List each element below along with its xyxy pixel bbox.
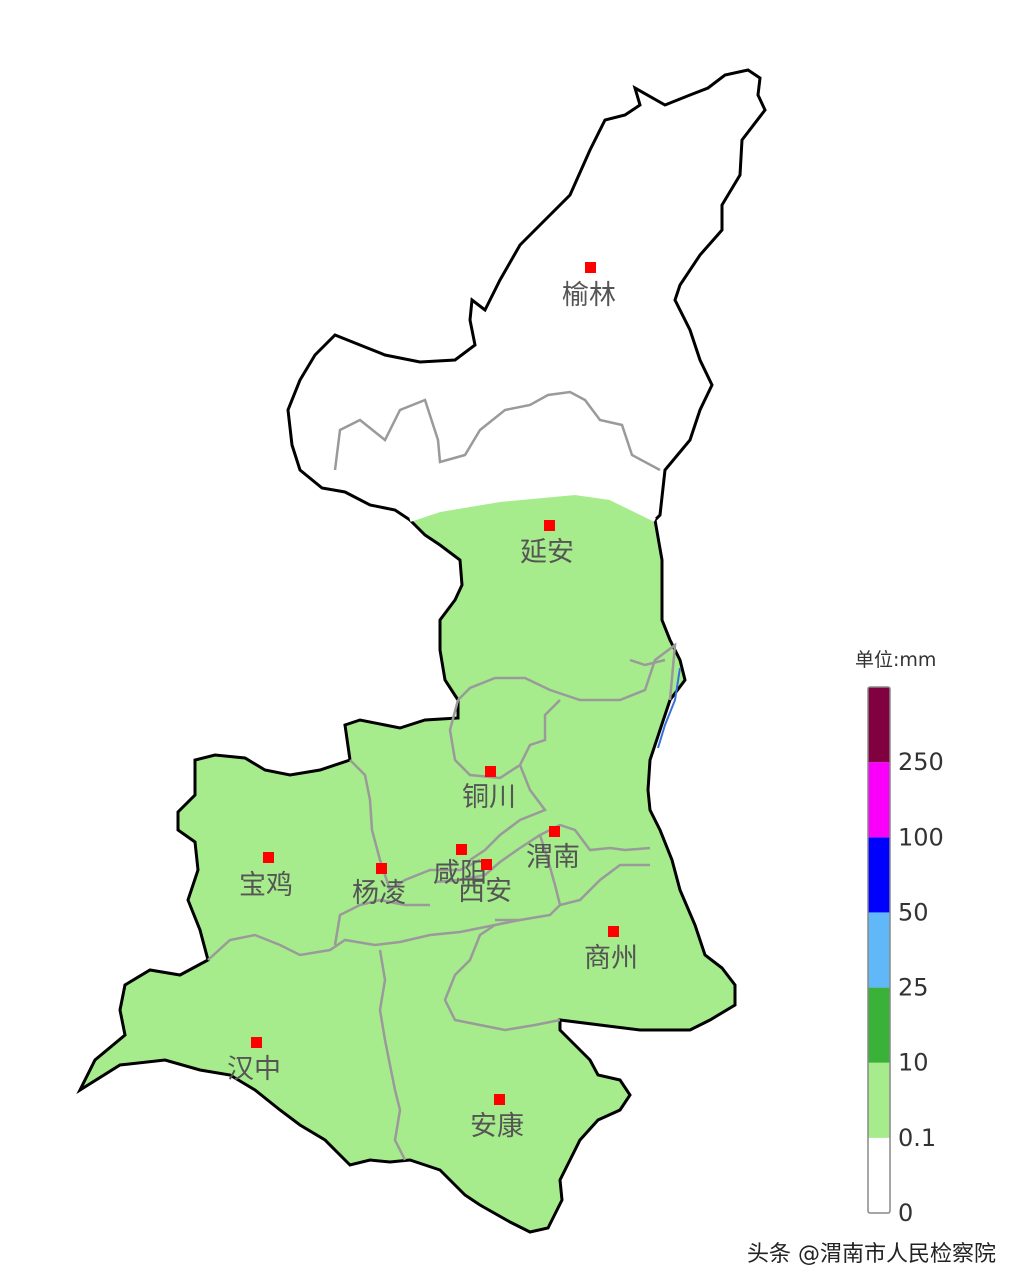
legend-swatch [868,912,890,988]
city-label: 咸阳 [433,858,487,889]
province-north-region [286,68,767,522]
legend-swatch [868,1062,890,1138]
rain-area-edge [409,490,656,522]
city-marker [585,262,596,273]
city-yulin: 榆林 [562,262,616,311]
legend-swatch [868,987,890,1063]
legend-tick-label: 100 [898,823,944,851]
river-line [657,667,681,749]
city-label: 榆林 [562,280,616,311]
city-label: 西安 [458,876,512,907]
legend: 单位:mm 0 0.1 10 25 50 100 250 [855,649,944,1227]
city-weinan: 渭南 [526,826,580,873]
city-xianyang: 咸阳 [433,844,487,889]
legend-tick-label: 0.1 [898,1124,936,1152]
city-marker [608,926,619,937]
district-boundaries [207,390,677,1161]
city-label: 宝鸡 [239,870,293,901]
legend-swatch [868,687,890,763]
city-yangling: 杨凌 [352,863,406,909]
city-marker [549,826,560,837]
legend-swatch [868,762,890,838]
legend-tick-label: 10 [898,1049,929,1077]
city-label: 杨凌 [352,878,406,909]
city-xian: 西安 [458,859,512,907]
city-ankang: 安康 [470,1094,524,1142]
city-label: 商州 [584,943,638,974]
city-label: 铜川 [462,782,516,813]
legend-colorbar [867,686,891,1214]
city-marker [376,863,387,874]
legend-tick-label: 250 [898,748,944,776]
city-label: 延安 [520,537,574,568]
legend-title: 单位:mm [855,649,936,671]
city-marker [263,852,274,863]
city-tongchuan: 铜川 [462,766,516,813]
legend-tick-labels: 0 0.1 10 25 50 100 250 [898,748,944,1227]
city-marker [485,766,496,777]
city-marker [481,859,492,870]
city-marker [544,520,555,531]
city-marker [456,844,467,855]
legend-swatch [868,1137,890,1213]
city-hanzhong: 汉中 [227,1037,281,1085]
legend-swatch [868,837,890,913]
city-marker [251,1037,262,1048]
city-label: 渭南 [526,842,580,873]
city-shangzhou: 商州 [584,926,638,974]
watermark: 头条 @渭南市人民检察院 [747,1242,996,1267]
city-marker [494,1094,505,1105]
legend-tick-label: 50 [898,898,929,926]
city-label: 汉中 [227,1054,281,1085]
city-yanan: 延安 [520,520,574,568]
rain-area [76,491,737,1234]
city-baoji: 宝鸡 [239,852,293,901]
legend-tick-label: 0 [898,1199,913,1227]
legend-tick-label: 25 [898,974,929,1002]
city-label: 安康 [470,1111,524,1142]
legend-frame [867,686,891,1214]
